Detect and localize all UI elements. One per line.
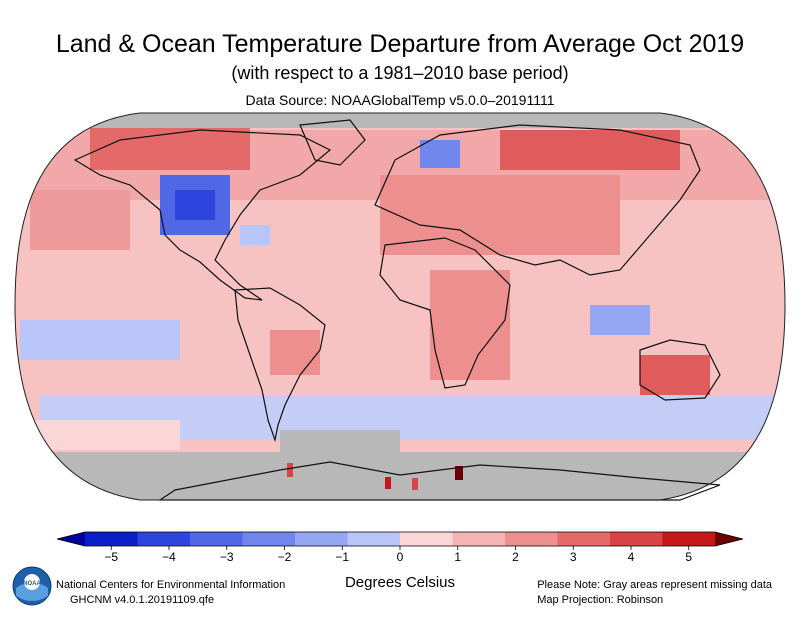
colorbar-cell — [137, 532, 191, 546]
scandinavia-cold — [420, 140, 460, 168]
footer-org: National Centers for Environmental Infor… — [56, 579, 286, 591]
atlantic-cool — [240, 225, 270, 245]
colorbar-border — [56, 531, 744, 547]
antarctic-warm-3 — [455, 466, 463, 480]
colorbar-tick-label: 2 — [512, 550, 519, 564]
noaa-logo-bird — [24, 574, 40, 590]
globe-fill — [15, 113, 785, 500]
arctic-canada-warm — [90, 125, 250, 170]
missing-data-north — [15, 113, 785, 128]
colorbar-cell — [347, 532, 401, 546]
footer-left: National Centers for Environmental Infor… — [56, 578, 285, 608]
australia-warm — [640, 355, 710, 395]
missing-data-weddell — [280, 430, 400, 455]
colorbar-tick-label: −1 — [335, 550, 349, 564]
north-america-cold-core — [175, 190, 215, 220]
colorbar-cell — [610, 532, 663, 546]
eurasia-outline — [374, 124, 701, 276]
colorbar-tick-label: 4 — [628, 550, 635, 564]
colorbar-cell — [242, 532, 296, 546]
south-pacific-cool — [20, 320, 180, 360]
missing-data-south — [15, 452, 785, 500]
map-subtitle: (with respect to a 1981–2010 base period… — [231, 63, 569, 83]
footer-projection: Map Projection: Robinson — [537, 594, 664, 606]
colorbar-cell — [400, 532, 453, 546]
colorbar-min-arrow — [57, 532, 85, 546]
australia-outline — [639, 339, 721, 401]
antarctic-warm-4 — [412, 478, 418, 490]
colorbar-tick-label: −4 — [162, 550, 176, 564]
colorbar-cell — [85, 532, 138, 546]
colorbar-cell — [557, 532, 611, 546]
africa-warm — [430, 270, 510, 380]
colorbar-tick-label: 1 — [454, 550, 461, 564]
pacific-warm — [30, 190, 130, 250]
south-america-outline — [234, 287, 326, 443]
south-america-warm — [270, 330, 320, 375]
colorbar-label: Degrees Celsius — [344, 574, 456, 591]
indonesia-cold — [590, 305, 650, 335]
colorbar-cell — [190, 532, 243, 546]
colorbar-cell — [295, 532, 348, 546]
colorbar-tick-label: −2 — [278, 550, 292, 564]
antarctic-warm-1 — [287, 463, 293, 477]
colorbar-tick-label: −3 — [220, 550, 234, 564]
greenland-outline — [299, 119, 366, 166]
eurasia-warm — [380, 175, 620, 255]
data-source: Data Source: NOAAGlobalTemp v5.0.0–20191… — [245, 92, 555, 108]
colorbar-tick-label: −5 — [104, 550, 118, 564]
colorbar-tick-label: 3 — [570, 550, 577, 564]
noaa-logo-text: NOAA — [23, 581, 41, 587]
footer-right: Please Note: Gray areas represent missin… — [537, 578, 772, 608]
africa-outline — [379, 237, 511, 389]
footer-dataset: GHCNM v4.0.1.20191109.qfe — [70, 594, 215, 606]
colorbar-cell — [662, 532, 716, 546]
colorbar-cells — [56, 531, 744, 547]
footer-missing-note: Please Note: Gray areas represent missin… — [537, 579, 772, 591]
colorbar-ticks: −5 −4 −3 −2 −1 0 1 2 3 4 5 — [104, 546, 692, 564]
globe-border — [14, 112, 786, 501]
north-america-outline — [73, 129, 332, 301]
noaa-logo-wave — [16, 582, 48, 601]
colorbar-max-arrow — [715, 532, 743, 546]
colorbar-tick-label: 5 — [685, 550, 692, 564]
colorbar-cell — [505, 532, 558, 546]
colorbar-tick-label: 0 — [397, 550, 404, 564]
map-title: Land & Ocean Temperature Departure from … — [55, 30, 745, 58]
colorbar-cell — [452, 532, 506, 546]
noaa-logo: NOAA — [12, 566, 52, 606]
antarctic-warm-2 — [385, 477, 391, 489]
